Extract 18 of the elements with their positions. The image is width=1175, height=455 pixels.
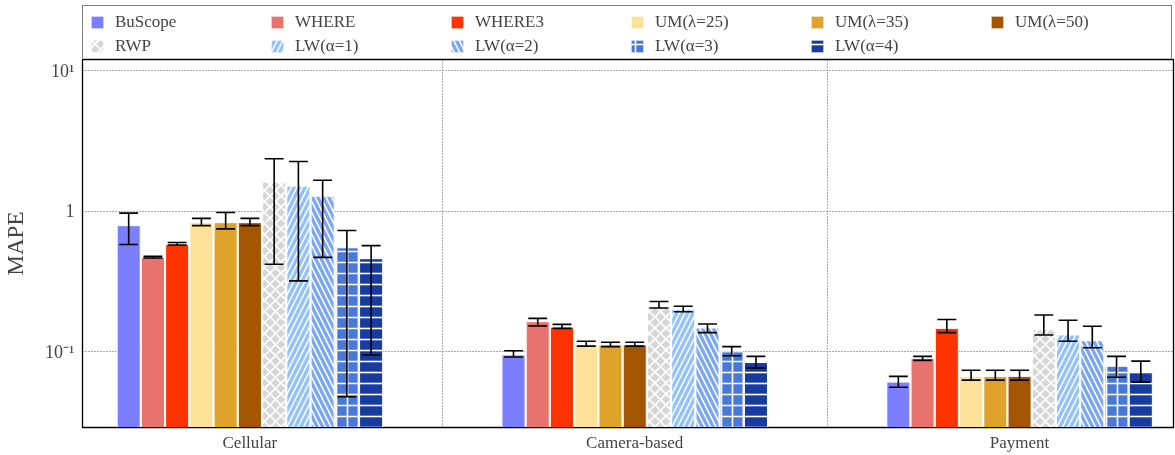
legend-label: UM(λ=35) <box>835 12 910 32</box>
legend-label: BuScope <box>115 12 178 32</box>
y-axis-title: MAPE <box>3 211 29 276</box>
legend-label: LW(α=2) <box>475 36 540 56</box>
legend-label: RWP <box>115 36 152 56</box>
y-tick-label: 10¹ <box>51 60 75 81</box>
y-tick-label: 1 <box>65 201 75 222</box>
legend-label: LW(α=3) <box>655 36 720 56</box>
legend-label: UM(λ=25) <box>655 12 730 32</box>
legend-label: WHERE3 <box>475 12 545 32</box>
legend-label: LW(α=1) <box>295 36 360 56</box>
x-tick-label: Payment <box>989 432 1050 452</box>
legend-label: LW(α=4) <box>835 36 900 56</box>
legend-label: UM(λ=50) <box>1015 12 1090 32</box>
x-tick-label: Camera-based <box>586 432 684 452</box>
x-tick-label: Cellular <box>222 432 278 452</box>
legend-label: WHERE <box>295 12 357 32</box>
y-tick-label: 10⁻¹ <box>45 341 75 362</box>
